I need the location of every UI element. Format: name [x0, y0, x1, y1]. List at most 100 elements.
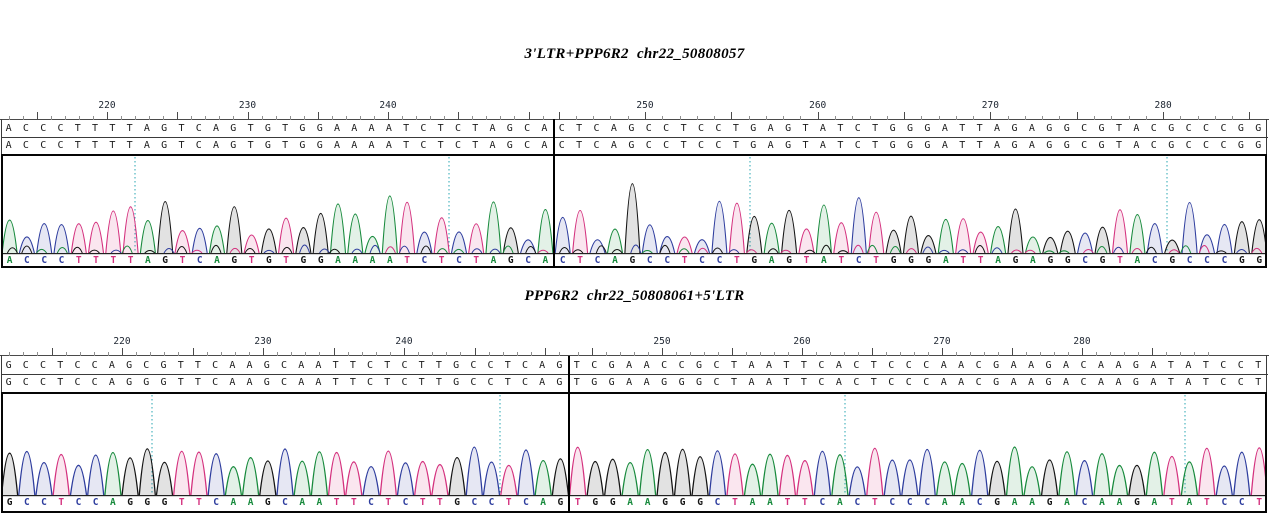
trace-noise	[176, 245, 188, 254]
base-letter: C	[524, 123, 531, 134]
base-letter: T	[1115, 140, 1122, 151]
called-base-letter: T	[838, 255, 845, 266]
base-letter: A	[489, 123, 496, 134]
base-letter: A	[539, 360, 546, 371]
trace-peak	[813, 450, 832, 496]
trace-peak	[52, 454, 70, 496]
base-letter: T	[870, 377, 877, 388]
base-letter: C	[1080, 377, 1087, 388]
trace-noise	[659, 244, 671, 254]
base-letter: T	[976, 123, 983, 134]
trace-peak	[708, 450, 727, 496]
called-base-letter: C	[976, 497, 983, 508]
base-letter: C	[1081, 140, 1088, 151]
trace-noise	[804, 249, 816, 254]
base-letter: G	[556, 360, 563, 371]
called-base-letter: T	[333, 497, 340, 508]
base-letter: T	[349, 377, 356, 388]
trace-peak	[87, 221, 105, 254]
base-letter: T	[783, 377, 790, 388]
base-letter: C	[818, 377, 825, 388]
ruler-tick	[542, 116, 544, 120]
base-letter: A	[541, 123, 548, 134]
base-letter: G	[230, 140, 237, 151]
trace-peak	[1040, 459, 1059, 496]
ruler-tick	[942, 348, 943, 356]
ruler-tick	[37, 352, 39, 356]
ruler-tick	[1152, 348, 1153, 356]
base-letter: C	[888, 360, 895, 371]
base-letter: G	[591, 377, 598, 388]
trace-peak	[778, 455, 797, 496]
trace-noise	[1168, 249, 1180, 254]
called-base-letter: T	[350, 497, 357, 508]
called-base-letter: C	[855, 255, 862, 266]
ruler-tick	[261, 116, 263, 120]
ruler-tick	[1166, 352, 1167, 356]
base-letter: A	[108, 377, 115, 388]
base-letter: G	[889, 140, 896, 151]
base-letter: C	[663, 140, 670, 151]
ruler-tick	[1163, 112, 1165, 120]
trace-noise	[712, 247, 723, 254]
ruler-tick	[886, 352, 887, 356]
ruler-tick	[263, 348, 264, 356]
base-letter: C	[74, 377, 81, 388]
base-letter: C	[1237, 377, 1244, 388]
base-letter: G	[1063, 123, 1070, 134]
base-letter: G	[993, 360, 1000, 371]
trace-peak	[208, 225, 226, 254]
called-base-letter: T	[505, 497, 512, 508]
called-base-letter: A	[942, 255, 949, 266]
trace-peak	[155, 461, 174, 496]
ruler-position-label: 240	[395, 336, 413, 347]
trace-noise	[1198, 245, 1210, 254]
ruler-tick	[648, 352, 649, 356]
base-letter: C	[853, 377, 860, 388]
base-letter: A	[541, 140, 548, 151]
trace-peak	[537, 209, 554, 254]
ruler-tick	[872, 348, 873, 356]
ruler-tick	[817, 112, 819, 120]
ruler-tick	[610, 116, 612, 120]
base-letter: T	[282, 140, 289, 151]
ruler-tick	[1232, 116, 1234, 120]
called-base-letter: C	[854, 497, 861, 508]
ruler-tick	[359, 116, 361, 120]
called-base-letter: C	[282, 497, 288, 508]
base-letter: A	[610, 123, 617, 134]
base-letter: C	[905, 360, 912, 371]
called-base-letter: A	[540, 497, 547, 508]
ruler-tick	[220, 352, 222, 356]
trace-noise	[244, 248, 256, 254]
trace-peak	[381, 195, 398, 254]
base-letter: G	[1255, 123, 1262, 134]
ruler-tick	[248, 352, 250, 356]
called-base-letter: T	[248, 255, 255, 266]
ruler-tick	[1249, 112, 1251, 120]
called-base-letter: C	[75, 497, 82, 508]
ruler-tick	[938, 116, 940, 120]
called-base-letter: G	[679, 497, 686, 508]
called-base-letter: T	[577, 255, 583, 266]
base-letter: G	[316, 123, 323, 134]
called-base-letter: C	[213, 497, 219, 508]
base-letter: T	[802, 123, 809, 134]
called-base-letter: G	[1134, 497, 1140, 508]
called-base-letter: C	[488, 497, 495, 508]
base-letter: T	[418, 360, 425, 371]
called-base-letter: C	[41, 255, 48, 266]
called-base-letter: T	[1169, 497, 1175, 508]
base-letter: T	[1202, 360, 1209, 371]
base-letter: T	[1255, 360, 1262, 371]
ruler-tick	[234, 352, 236, 356]
base-letter: G	[628, 123, 635, 134]
trace-noise	[6, 247, 18, 254]
called-base-letter: T	[1203, 497, 1210, 508]
trace-peak	[885, 229, 902, 254]
ruler-tick	[402, 116, 404, 120]
base-letter: A	[643, 360, 650, 371]
trace-peak	[1198, 234, 1216, 254]
trace-noise	[263, 249, 275, 254]
